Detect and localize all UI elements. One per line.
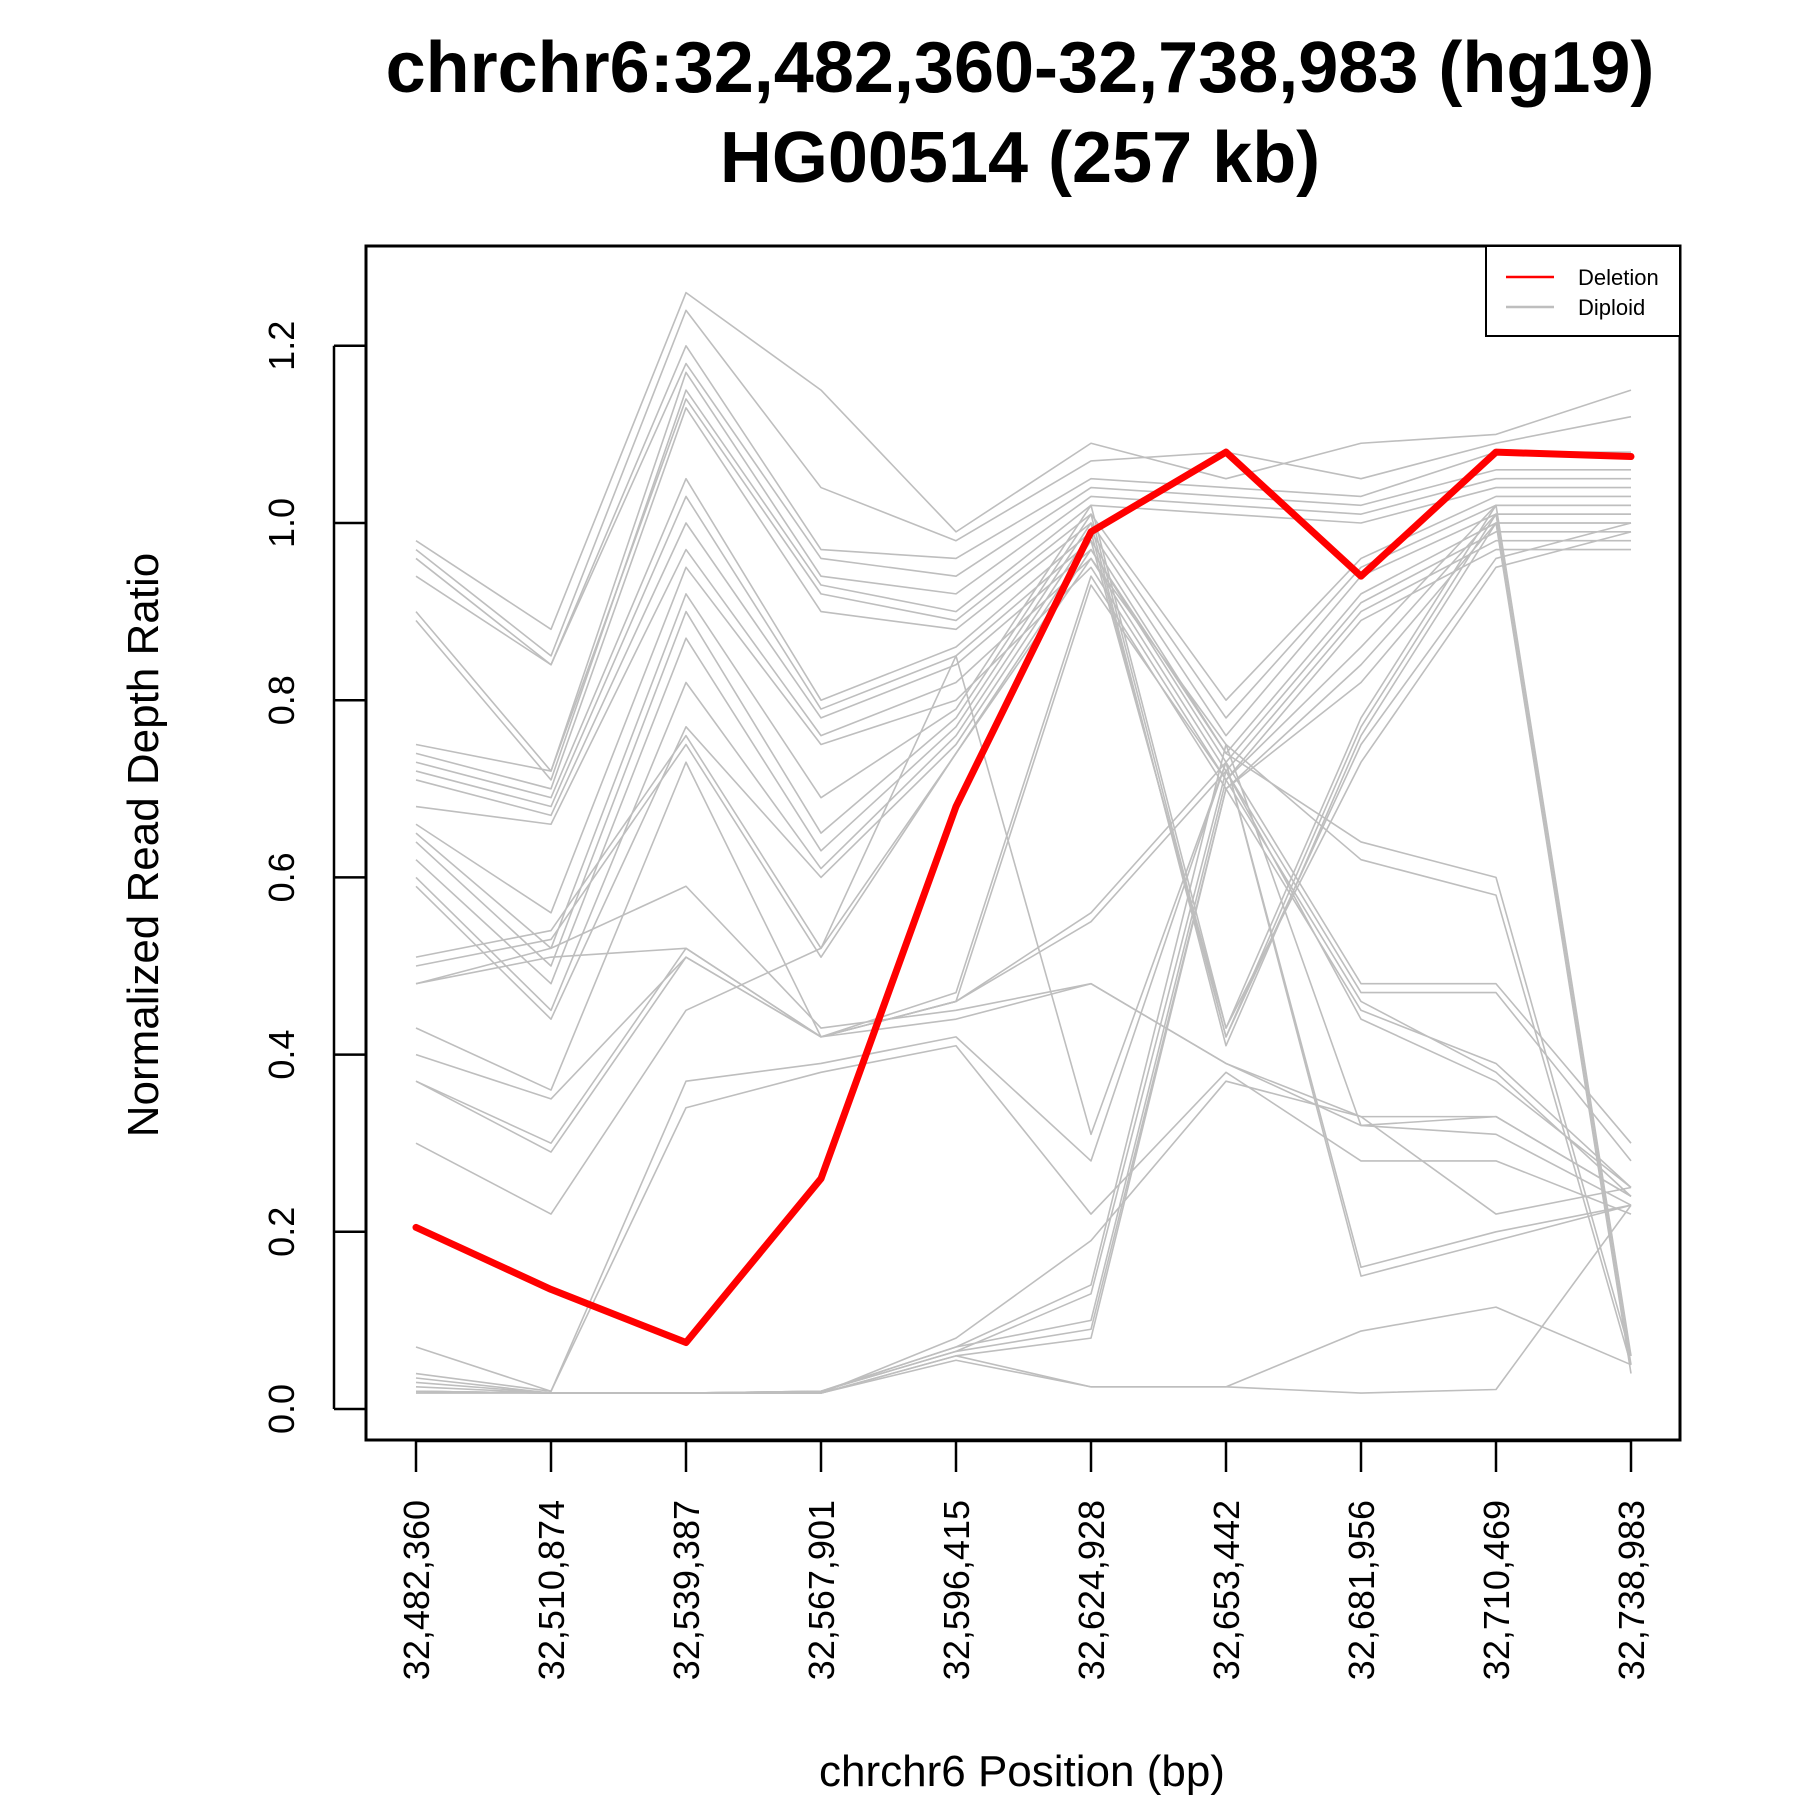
chart-title-line1: chrchr6:32,482,360-32,738,983 (hg19) — [386, 28, 1655, 108]
diploid-line-22 — [415, 947, 1632, 1206]
legend-box — [1485, 245, 1681, 337]
x-tick-label: 32,738,983 — [1611, 1500, 1652, 1680]
diploid-line-18 — [415, 531, 1632, 1029]
diploid-line-6 — [415, 389, 1631, 781]
y-tick-label: 0.8 — [261, 675, 302, 725]
diploid-line-3 — [415, 344, 1631, 666]
diploid-line-36 — [415, 1306, 1632, 1394]
diploid-line-12 — [415, 539, 1631, 826]
x-tick-label: 32,653,442 — [1206, 1500, 1247, 1680]
diploid-line-23 — [415, 761, 1632, 1144]
legend-label-deletion: Deletion — [1578, 265, 1659, 290]
diploid-line-14 — [415, 504, 1631, 1029]
y-tick-label: 0.0 — [261, 1384, 302, 1434]
diploid-line-5 — [415, 371, 1631, 772]
diploid-line-24 — [415, 770, 1632, 1162]
x-axis: 32,482,360 32,510,874 32,539,387 32,567,901… — [396, 1439, 1652, 1680]
y-axis: 0.0 0.2 0.4 0.6 0.8 1.0 1.2 — [261, 321, 366, 1434]
x-axis-label: chrchr6 Position (bp) — [819, 1747, 1225, 1796]
diploid-line-20 — [415, 557, 1632, 1365]
chart-title-line2: HG00514 (257 kb) — [720, 118, 1320, 198]
diploid-line-29 — [415, 1044, 1632, 1393]
diploid-line-4 — [415, 362, 1631, 666]
diploid-line-13 — [415, 548, 1631, 914]
y-tick-label: 1.0 — [261, 498, 302, 548]
y-tick-label: 0.6 — [261, 852, 302, 902]
diploid-line-28 — [415, 761, 1632, 1393]
deletion-series-group — [412, 448, 1635, 1347]
diploid-series-group — [415, 291, 1632, 1394]
x-tick-label: 32,510,874 — [531, 1500, 572, 1680]
diploid-line-27 — [415, 655, 1632, 1269]
diploid-line-1 — [415, 291, 1632, 631]
diploid-line-21 — [415, 885, 1632, 1198]
diploid-line-33 — [415, 504, 1632, 1394]
x-tick-label: 32,539,387 — [666, 1500, 707, 1680]
diploid-line-15 — [415, 513, 1631, 1038]
diploid-line-10 — [415, 495, 1631, 808]
diploid-line-9 — [415, 477, 1631, 799]
y-axis-label: Normalized Read Depth Ratio — [119, 553, 168, 1138]
y-tick-label: 0.4 — [261, 1030, 302, 1080]
x-tick-label: 32,567,901 — [801, 1500, 842, 1680]
diploid-line-37 — [416, 1204, 1632, 1394]
x-tick-label: 32,681,956 — [1341, 1500, 1382, 1680]
y-tick-label: 0.2 — [261, 1207, 302, 1257]
plot-frame — [364, 244, 1682, 1442]
diploid-line-7 — [415, 398, 1631, 772]
diploid-line-2 — [415, 309, 1632, 657]
x-tick-label: 32,482,360 — [396, 1500, 437, 1680]
diploid-line-17 — [415, 522, 1632, 1038]
x-tick-label: 32,710,469 — [1476, 1500, 1517, 1680]
x-tick-label: 32,596,415 — [936, 1500, 977, 1680]
diploid-line-19 — [415, 548, 1632, 1357]
deletion-line — [412, 448, 1635, 1347]
diploid-line-8 — [415, 407, 1631, 790]
legend-label-diploid: Diploid — [1578, 295, 1645, 320]
legend: Deletion Diploid — [1485, 245, 1681, 337]
diploid-line-26 — [415, 584, 1632, 1197]
x-tick-label: 32,624,928 — [1071, 1500, 1112, 1680]
y-tick-label: 1.2 — [261, 321, 302, 371]
diploid-line-16 — [415, 522, 1631, 1047]
